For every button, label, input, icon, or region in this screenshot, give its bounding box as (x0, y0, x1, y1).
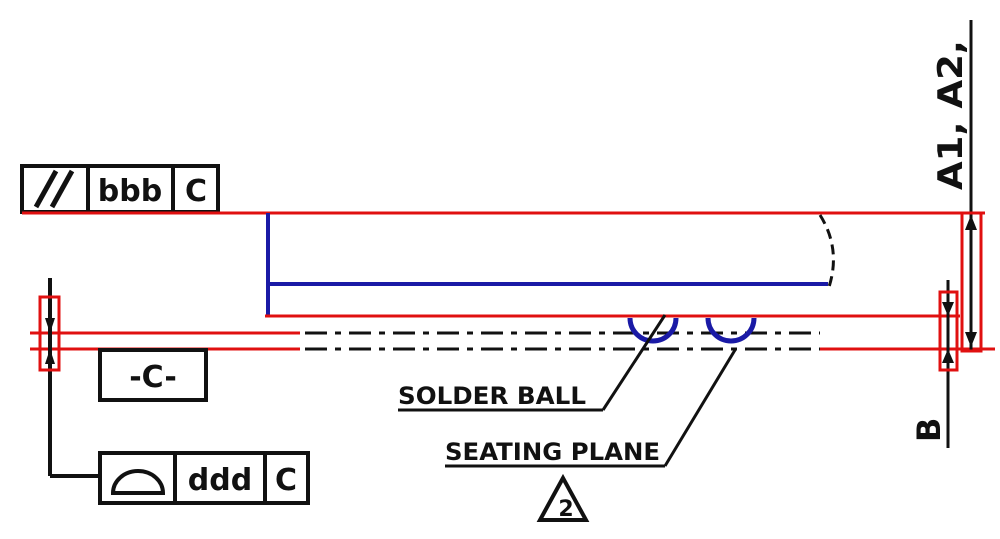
arrow-up-icon (942, 349, 954, 363)
solder-ball-region-lines (305, 331, 820, 351)
parallelism-icon (33, 169, 75, 209)
triangle-icon (536, 473, 590, 522)
parallelism-tolerance-value: bbb (98, 174, 162, 209)
a-dimension-label: A1, A2, (931, 40, 971, 190)
seating-plane-label: SEATING PLANE (445, 438, 660, 466)
datum-c-label: -C- (129, 360, 177, 395)
solder-ball-label: SOLDER BALL (398, 382, 586, 410)
solder-balls (627, 317, 757, 344)
parallelism-datum-ref: C (185, 174, 207, 209)
solder-ball (627, 317, 679, 344)
solder-ball-callout: SOLDER BALL (398, 314, 667, 412)
solder-ball (705, 317, 757, 344)
note-flag-number: 2 (558, 497, 573, 522)
arrow-up-icon (45, 349, 55, 364)
arrow-down-icon (45, 318, 55, 333)
left-tolerance-zone (38, 278, 100, 478)
highlight-box (938, 290, 959, 372)
parallelism-tolerance-frame: bbb C (20, 164, 220, 214)
package-body (265, 213, 835, 318)
profile-tolerance-value: ddd (188, 463, 252, 498)
datum-c-frame: -C- (98, 348, 208, 402)
b-dimension-label: B (910, 418, 948, 442)
profile-datum-ref: C (275, 463, 297, 498)
arrow-down-icon (965, 332, 977, 347)
a-dimension: A1, A2, (931, 20, 983, 353)
highlight-box (960, 211, 983, 353)
arrow-up-icon (965, 215, 977, 230)
note-flag: 2 (536, 473, 590, 522)
highlight-box (38, 295, 61, 372)
break-line (818, 214, 835, 291)
profile-of-surface-icon (110, 469, 166, 495)
b-dimension: B (910, 280, 959, 448)
arrow-down-icon (942, 302, 954, 316)
profile-tolerance-frame: ddd C (98, 451, 310, 505)
seating-plane-callout: SEATING PLANE (445, 349, 737, 468)
